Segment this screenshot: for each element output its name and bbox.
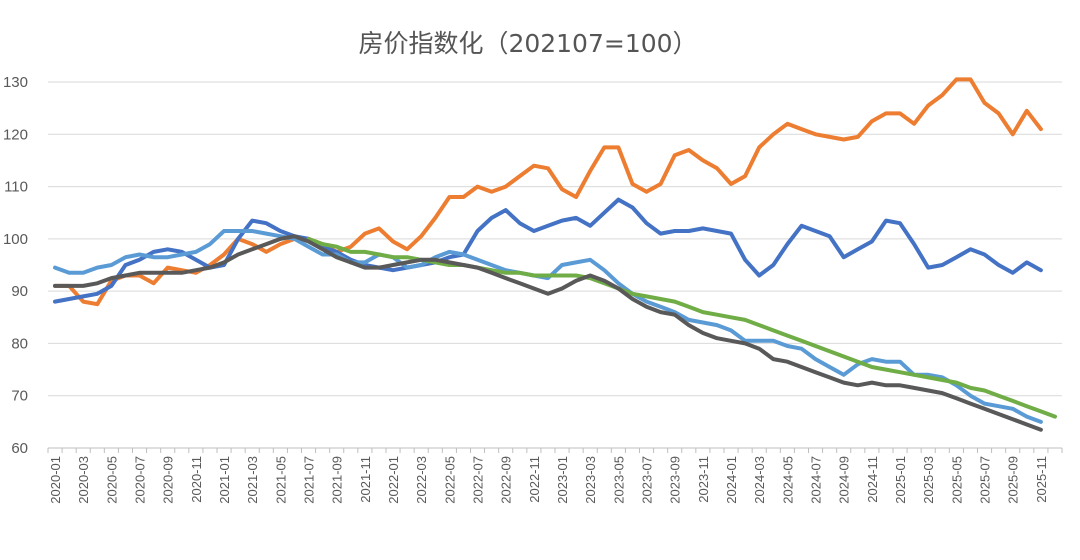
gridlines xyxy=(48,81,1062,449)
series-lines xyxy=(53,77,1057,432)
x-tick-label: 2022-01 xyxy=(386,456,401,504)
x-tick-label: 2020-03 xyxy=(76,456,91,504)
x-tick-label: 2020-11 xyxy=(189,456,204,503)
x-tick-label: 2023-11 xyxy=(696,456,711,503)
x-tick-label: 2024-11 xyxy=(865,456,880,503)
x-tick-label: 2025-07 xyxy=(978,456,993,504)
x-tick-label: 2023-03 xyxy=(583,456,598,504)
y-tick-label: 90 xyxy=(11,283,28,300)
y-tick-label: 60 xyxy=(11,440,28,457)
x-tick-label: 2022-03 xyxy=(414,456,429,504)
x-tick-label: 2021-03 xyxy=(245,456,260,504)
x-tick-label: 2022-05 xyxy=(442,456,457,504)
x-tick-label: 2021-09 xyxy=(330,456,345,504)
y-tick-label: 100 xyxy=(3,231,28,248)
x-axis: 2020-01 2020-03 2020-05 2020-07 2020-09 2020-… xyxy=(47,448,1063,504)
x-tick-label: 2025-05 xyxy=(949,456,964,504)
x-tick-label: 2021-11 xyxy=(358,456,373,503)
series-green xyxy=(306,236,1057,419)
x-tick-label: 2024-03 xyxy=(752,456,767,504)
y-tick-label: 70 xyxy=(11,388,28,405)
x-tick-label: 2024-07 xyxy=(809,456,824,504)
x-tick-label: 2025-09 xyxy=(1006,456,1021,504)
series-orange xyxy=(53,77,1043,307)
x-tick-label: 2024-09 xyxy=(837,456,852,504)
y-tick-label: 120 xyxy=(3,126,28,143)
x-tick-label: 2023-09 xyxy=(668,456,683,504)
x-tick-label: 2021-01 xyxy=(217,456,232,504)
x-tick-label: 2021-05 xyxy=(273,456,288,504)
x-tick-label: 2025-11 xyxy=(1034,456,1049,503)
x-tick-label: 2021-07 xyxy=(302,456,317,504)
x-tick-label: 2020-07 xyxy=(133,456,148,504)
y-tick-label: 80 xyxy=(11,335,28,352)
x-tick-label: 2023-01 xyxy=(555,456,570,504)
series-gray xyxy=(53,234,1043,432)
y-axis-ticks: 60 70 80 90 100 110 120 130 xyxy=(3,74,28,457)
y-tick-label: 110 xyxy=(4,179,28,196)
x-tick-label: 2020-09 xyxy=(161,456,176,504)
x-tick-label: 2024-01 xyxy=(724,456,739,504)
x-tick-label: 2023-07 xyxy=(640,456,655,504)
x-tick-label: 2020-01 xyxy=(48,456,63,504)
x-tick-label: 2022-09 xyxy=(499,456,514,504)
x-tick-label: 2023-05 xyxy=(611,456,626,504)
x-tick-label: 2020-05 xyxy=(104,456,119,504)
series-light-blue xyxy=(53,229,1043,424)
x-tick-label: 2024-05 xyxy=(780,456,795,504)
x-tick-label: 2025-01 xyxy=(893,456,908,504)
chart-title: 房价指数化（202107=100） xyxy=(358,29,697,58)
x-tick-label: 2022-07 xyxy=(471,456,486,504)
x-tick-label: 2022-11 xyxy=(527,456,542,503)
y-tick-label: 130 xyxy=(3,74,28,91)
series-dark-blue xyxy=(53,197,1043,304)
x-tick-label: 2025-03 xyxy=(921,456,936,504)
